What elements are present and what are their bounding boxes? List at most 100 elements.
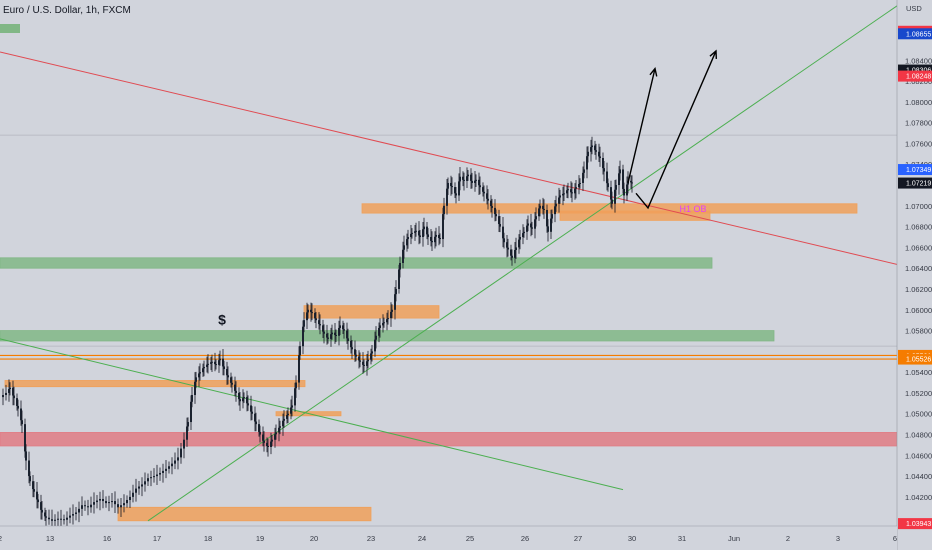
orange-zone-1060[interactable] xyxy=(303,305,440,319)
candle-body xyxy=(306,312,308,321)
candle-body xyxy=(57,518,59,520)
candle-body xyxy=(406,239,408,246)
x-tick-label: 23 xyxy=(367,534,375,543)
candle-body xyxy=(403,245,405,250)
candle-body xyxy=(251,411,253,414)
candle-body xyxy=(606,171,608,184)
price-axis[interactable] xyxy=(897,0,932,550)
candle-body xyxy=(447,182,449,189)
candle-body xyxy=(246,397,248,404)
candle-body xyxy=(523,231,525,234)
price-badge xyxy=(898,70,932,82)
candle-body xyxy=(310,309,312,313)
candle-body xyxy=(415,230,417,232)
candle xyxy=(290,399,292,420)
candle-body xyxy=(177,457,179,461)
candle xyxy=(314,308,316,324)
candle xyxy=(494,199,496,222)
candle-body xyxy=(371,351,373,354)
candle-body xyxy=(575,187,577,189)
candle xyxy=(214,352,216,372)
candle-body xyxy=(120,505,122,508)
candle xyxy=(415,222,417,237)
x-tick-label: 16 xyxy=(103,534,111,543)
candle xyxy=(9,382,11,396)
candle xyxy=(354,340,356,362)
candle-body xyxy=(562,193,564,196)
candle-body xyxy=(630,180,632,183)
candle xyxy=(491,198,493,218)
candle-body xyxy=(570,189,572,193)
green-trendline-down[interactable] xyxy=(0,338,624,491)
candle xyxy=(105,496,107,508)
projection-arrow-1[interactable] xyxy=(627,68,656,184)
candle xyxy=(522,224,524,245)
price-badge-label: 1.08655 xyxy=(906,31,931,38)
candle-body xyxy=(247,403,249,406)
candle-body xyxy=(522,233,524,238)
candle-body xyxy=(174,460,176,464)
y-tick-label: 1.05200 xyxy=(905,389,932,398)
candle xyxy=(287,407,289,424)
candle-body xyxy=(587,151,589,157)
red-zone-1048[interactable] xyxy=(0,432,898,447)
green-trendline-up[interactable] xyxy=(147,4,899,522)
y-tick-label: 1.06000 xyxy=(905,306,932,315)
candle-body xyxy=(266,442,268,446)
orange-zone-1040[interactable] xyxy=(117,506,372,522)
candle xyxy=(203,360,205,377)
candle xyxy=(211,354,213,372)
candle xyxy=(403,235,405,259)
candle xyxy=(619,160,621,181)
candle xyxy=(235,381,237,402)
candle xyxy=(291,395,293,417)
candle-body xyxy=(399,263,401,270)
candle-body xyxy=(495,214,497,217)
candle xyxy=(215,359,217,370)
candle xyxy=(262,426,264,447)
candle-body xyxy=(36,491,38,500)
candle xyxy=(362,352,364,374)
candle-body xyxy=(375,335,377,340)
candle xyxy=(75,506,77,521)
candle xyxy=(270,432,272,455)
green-zone-1057[interactable] xyxy=(0,330,775,342)
y-tick-label: 1.05000 xyxy=(905,410,932,419)
candle xyxy=(315,312,317,329)
candle xyxy=(191,387,193,408)
y-tick-label: 1.05400 xyxy=(905,368,932,377)
orange-zone-1069[interactable] xyxy=(559,210,711,221)
projection-arrow-2[interactable] xyxy=(635,50,717,210)
candle xyxy=(431,231,433,252)
candle xyxy=(60,509,62,527)
candle xyxy=(219,350,221,366)
red-trendline[interactable] xyxy=(0,51,901,266)
candle xyxy=(503,232,505,249)
candle-body xyxy=(51,519,53,521)
candle-body xyxy=(262,434,264,441)
orange-zone-1053[interactable] xyxy=(4,380,306,388)
candle-body xyxy=(210,362,212,364)
candle xyxy=(230,372,232,388)
candle xyxy=(607,178,609,192)
time-axis[interactable] xyxy=(0,526,897,550)
candle xyxy=(274,427,276,448)
candle xyxy=(399,256,401,278)
candle-body xyxy=(582,172,584,183)
candle-body xyxy=(390,311,392,319)
candle-body xyxy=(282,420,284,427)
y-tick-label: 1.07600 xyxy=(905,139,932,148)
candle xyxy=(144,472,146,492)
candle-body xyxy=(631,182,633,184)
candle-body xyxy=(25,451,27,461)
green-zone-1065[interactable] xyxy=(0,257,713,269)
candle-body xyxy=(563,193,565,195)
candle-body xyxy=(555,203,557,207)
candle xyxy=(93,492,95,514)
candle xyxy=(198,366,200,388)
candle xyxy=(286,410,288,424)
candle-body xyxy=(32,481,34,490)
candle xyxy=(183,432,185,459)
